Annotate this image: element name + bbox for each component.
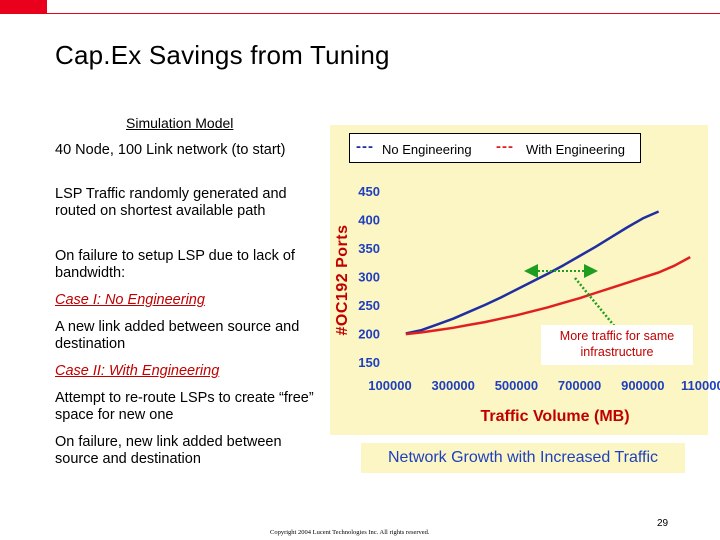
x-tick-label: 1100000 [681, 378, 720, 393]
page-number: 29 [657, 518, 669, 529]
case-1-label: Case I: No Engineering [55, 292, 205, 308]
chart-caption: Network Growth with Increased Traffic [361, 443, 685, 473]
legend-label-no-engineering: No Engineering [382, 142, 472, 157]
series-line-with-engineering [405, 256, 691, 336]
chart-panel [330, 125, 708, 435]
y-axis-label: #OC192 Ports [334, 224, 351, 336]
corner-accent-square [0, 0, 47, 14]
text-new-link: A new link added between source and dest… [55, 319, 300, 352]
case-1-wrapper: Case I: No Engineering [55, 292, 325, 309]
legend-swatch-no-engineering: --- [356, 138, 374, 155]
y-tick-label: 250 [358, 298, 380, 313]
annotation-line-1: More traffic for same [559, 329, 675, 343]
text-on-failure: On failure to setup LSP due to lack of b… [55, 248, 295, 281]
legend-swatch-with-engineering: --- [496, 138, 514, 155]
x-axis-label: Traffic Volume (MB) [480, 408, 630, 425]
y-tick-label: 300 [358, 270, 380, 285]
y-tick-label: 350 [358, 241, 380, 256]
case-2-label: Case II: With Engineering [55, 363, 220, 379]
y-tick-label: 400 [358, 213, 380, 228]
x-tick-label: 100000 [368, 378, 411, 393]
text-reroute: Attempt to re-route LSPs to create “free… [55, 390, 314, 423]
y-tick-label: 150 [358, 355, 380, 370]
copyright-text: Copyright 2004 Lucent Technologies Inc. … [270, 529, 430, 536]
x-tick-label: 500000 [495, 378, 538, 393]
y-tick-label: 450 [358, 184, 380, 199]
slide-title: Cap.Ex Savings from Tuning [55, 40, 390, 70]
case-2-wrapper: Case II: With Engineering [55, 363, 325, 380]
simulation-heading: Simulation Model [126, 115, 234, 131]
y-tick-label: 200 [358, 327, 380, 342]
top-rule-line [47, 13, 720, 14]
annotation-box: More traffic for same infrastructure [541, 325, 693, 365]
x-tick-label: 700000 [558, 378, 601, 393]
x-tick-label: 300000 [432, 378, 475, 393]
annotation-pointer-line [574, 277, 617, 329]
text-lsp-traffic: LSP Traffic randomly generated and route… [55, 186, 287, 219]
legend-label-with-engineering: With Engineering [526, 142, 625, 157]
chart-legend: --- No Engineering --- With Engineering [349, 133, 641, 163]
x-tick-label: 900000 [621, 378, 664, 393]
annotation-line-2: infrastructure [580, 345, 654, 359]
series-line-no-engineering [405, 210, 660, 335]
text-on-failure-new-link: On failure, new link added between sourc… [55, 434, 282, 467]
text-network-size: 40 Node, 100 Link network (to start) [55, 142, 286, 158]
